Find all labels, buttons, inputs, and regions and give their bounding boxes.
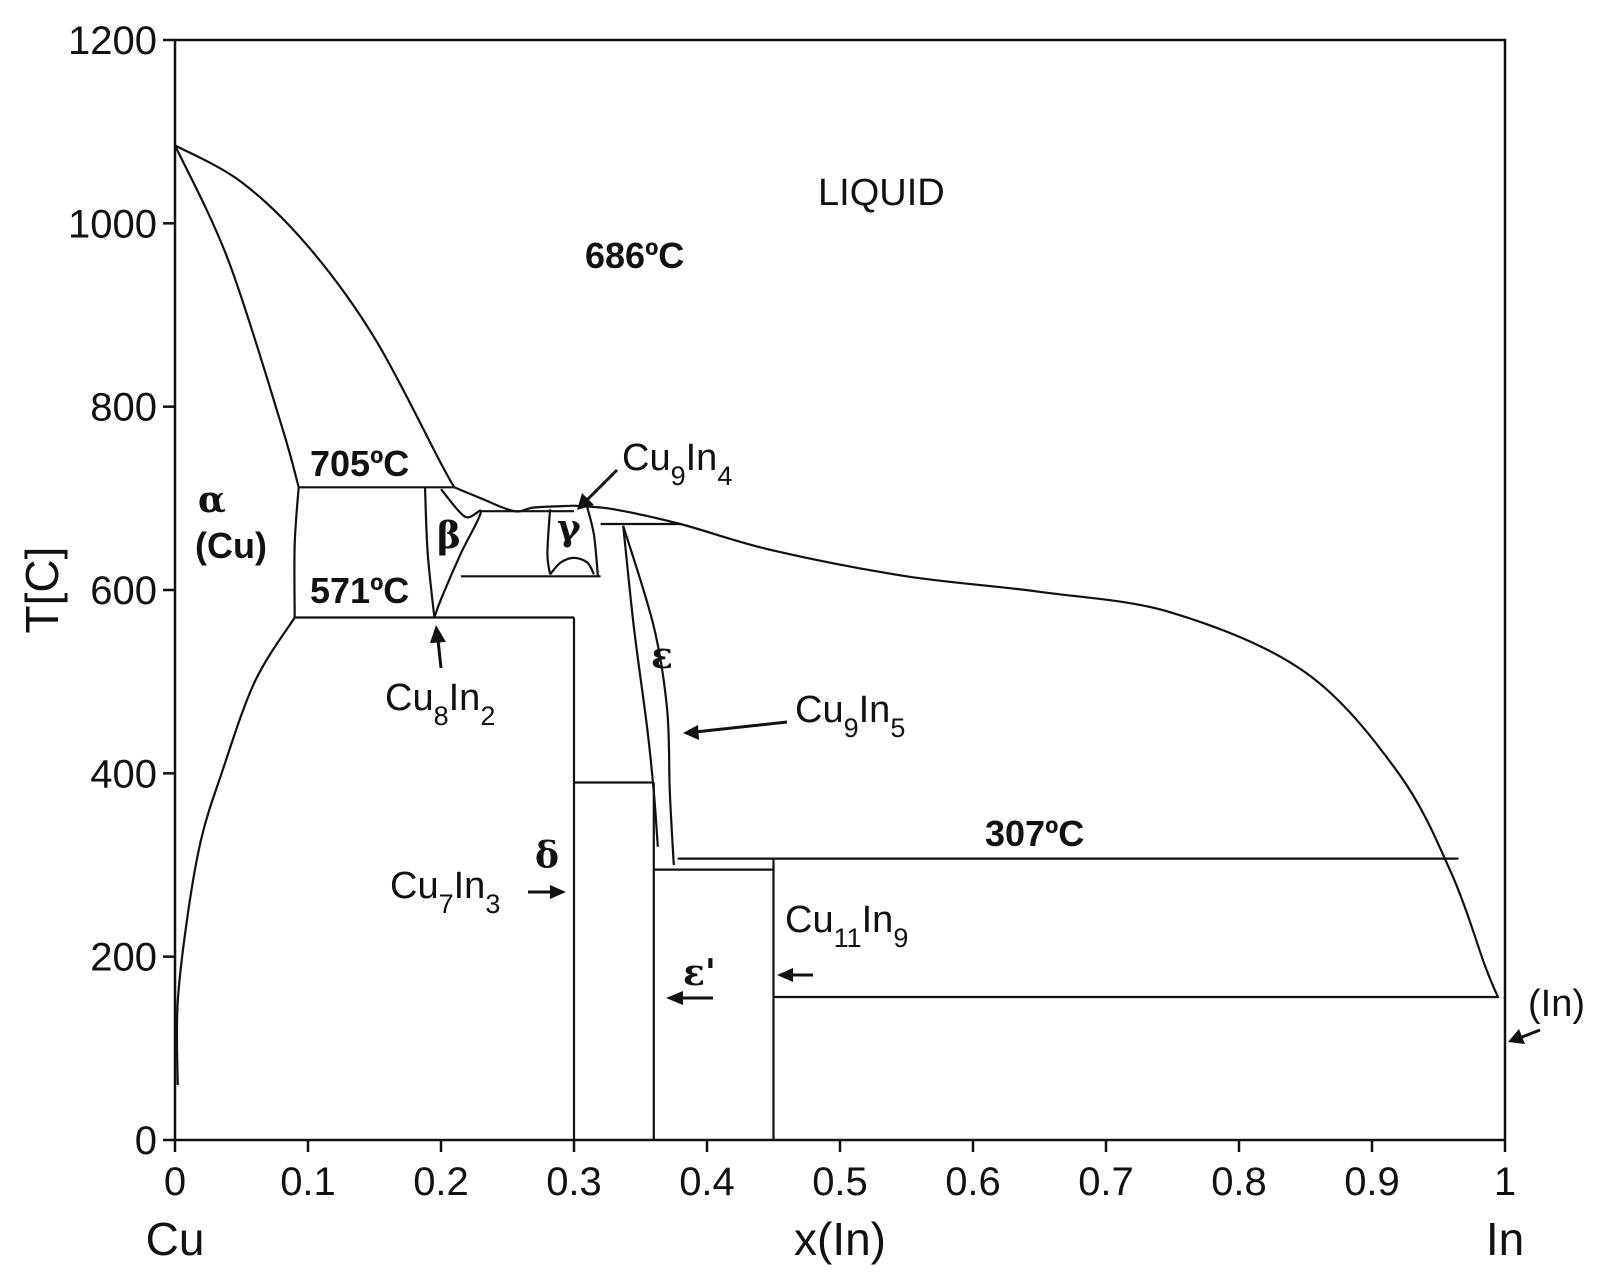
label-cu9in4: Cu9In4 [622,437,732,491]
label-t686: 686ºC [585,235,684,276]
arrow-cu9in5 [683,720,788,740]
label-cu9in5: Cu9In5 [795,689,905,743]
x-tick-label: 0.7 [1078,1160,1134,1204]
arrow-cu8in2 [430,625,446,669]
phase-line-liquidus-cu-side [174,144,456,488]
phase-boundaries [174,144,1500,1140]
label-t571: 571ºC [310,570,409,611]
phase-line-alpha-solvus [175,616,296,1086]
sub: 9 [671,461,686,491]
sub: 4 [717,461,732,491]
x-end-label-left: Cu [146,1213,205,1265]
sub: 7 [439,889,454,919]
label-cu7in3: Cu7In3 [390,865,500,919]
phase-line-gamma-left [546,509,552,575]
arrow-indium [1508,1028,1541,1044]
y-tick-label: 400 [90,752,157,796]
label-cu11in9: Cu11In9 [785,899,908,953]
axis-ticks: 0 0.1 0.2 0.3 0.4 0.5 0.6 0.7 0.8 0.9 1 0 200 400 600 8… [68,19,1516,1204]
arrow-cu7in3 [528,885,566,899]
phase-line-eps-left [622,525,659,847]
label-gamma: γ [557,507,581,549]
y-tick-label: 0 [135,1119,157,1163]
x-tick-label: 0.5 [812,1160,868,1204]
x-tick-label: 0.8 [1211,1160,1267,1204]
sub: 9 [893,923,908,953]
sub: 11 [834,923,862,953]
label-indium: (In) [1528,983,1585,1025]
label-epsilon-prime: ε' [683,952,716,994]
y-tick-label: 200 [90,936,157,980]
label-t307: 307ºC [985,813,1084,854]
x-end-label-right: In [1486,1213,1524,1265]
sub: 5 [890,713,905,743]
y-tick-label: 600 [90,569,157,613]
phase-line-liquidus-in-side [573,504,1500,999]
x-tick-label: 0 [164,1160,186,1204]
arrow-cu9in4 [577,468,619,510]
x-tick-label: 0.1 [280,1160,336,1204]
arrow-epsilon-prime [666,991,713,1005]
y-tick-label: 800 [90,386,157,430]
label-beta: β [437,515,461,557]
arrow-cu11in9 [777,968,813,982]
x-tick-label: 0.4 [679,1160,735,1204]
y-axis-title: T[C] [16,547,68,634]
sub: 8 [434,701,449,731]
label-cu8in2: Cu8In2 [385,677,495,731]
x-tick-label: 0.6 [945,1160,1001,1204]
phase-line-beta-right [433,488,482,618]
phase-line-beta-left [423,487,436,618]
sub: 9 [844,713,859,743]
label-epsilon: ε [651,635,673,677]
label-t705: 705ºC [310,443,409,484]
phase-line-gamma-right [586,507,599,577]
x-tick-label: 0.9 [1344,1160,1400,1204]
label-alpha-cu: (Cu) [195,525,267,566]
x-axis-title: x(In) [794,1213,886,1265]
x-tick-label: 0.3 [546,1160,602,1204]
phase-line-eps-right [622,525,675,866]
phase-line-alpha-right-boundary [293,487,300,618]
y-tick-label: 1000 [68,202,157,246]
x-tick-label: 1 [1494,1160,1516,1204]
label-liquid: LIQUID [818,172,945,214]
sub: 3 [485,889,500,919]
label-delta: δ [535,835,559,877]
phase-line-gamma-dome [549,556,595,576]
y-tick-label: 1200 [68,19,157,63]
x-tick-label: 0.2 [413,1160,469,1204]
phase-line-solidus-cu [174,144,300,488]
label-alpha: α [198,479,226,521]
sub: 2 [480,701,495,731]
